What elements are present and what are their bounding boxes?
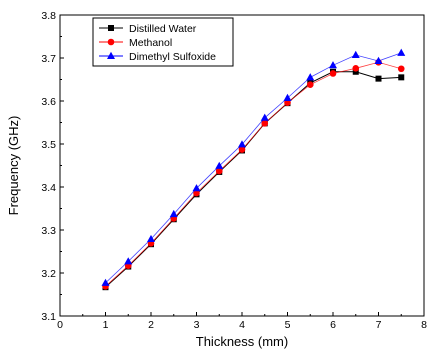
plot-frame: [59, 14, 425, 317]
y-tick-label: 3.2: [41, 268, 56, 280]
data-point: [284, 99, 291, 107]
data-point: [238, 146, 246, 153]
x-tick-label: 4: [239, 319, 245, 331]
series-line: [105, 52, 402, 284]
data-point: [147, 234, 155, 243]
data-point: [169, 209, 178, 218]
y-tick-label: 3.7: [41, 53, 56, 65]
y-tick-label: 3.3: [41, 225, 56, 237]
y-tick-label: 3.8: [41, 10, 56, 22]
legend-items: Distilled Water Methanol Dimethyl Sulfoxid…: [99, 23, 216, 63]
x-tick-label: 3: [194, 319, 200, 331]
data-point: [306, 73, 315, 81]
y-tick-label: 3.5: [41, 139, 56, 151]
x-tick-label: 6: [330, 319, 336, 331]
data-point: [283, 93, 292, 101]
ticks-layer: 0 1 2 3 4 5 6 7 8 3.1 3.2 3.3 3.4 3.5 3.6 3.7 3.8: [41, 10, 427, 331]
y-tick-label: 3.4: [41, 182, 56, 194]
x-tick-label: 2: [148, 319, 154, 331]
data-point: [374, 56, 383, 65]
data-point: [260, 113, 269, 121]
legend-marker: [107, 51, 115, 59]
series-layer: [101, 48, 406, 291]
legend-label: Dimethyl Sulfoxide: [129, 51, 216, 63]
x-tick-label: 1: [103, 319, 109, 331]
series-line: [105, 61, 402, 287]
data-point: [375, 75, 382, 82]
data-point: [398, 74, 405, 81]
legend-marker: [107, 38, 115, 46]
x-tick-label: 0: [57, 319, 63, 331]
data-point: [193, 189, 200, 197]
legend-marker: [108, 25, 114, 31]
y-tick-label: 3.6: [41, 96, 56, 108]
x-tick-label: 5: [285, 319, 291, 331]
y-axis-title: Frequency (GHz): [6, 116, 21, 216]
data-point: [352, 68, 359, 75]
series-line: [105, 71, 402, 288]
y-tick-label: 3.1: [41, 311, 56, 323]
x-tick-label: 8: [421, 319, 427, 331]
legend: Distilled Water Methanol Dimethyl Sulfoxid…: [92, 17, 234, 67]
series-methanol: [102, 59, 405, 290]
data-point: [215, 167, 223, 175]
legend-label: Distilled Water: [129, 23, 197, 35]
data-point: [192, 184, 201, 192]
data-point: [397, 65, 405, 73]
series-distilled-water: [102, 68, 405, 291]
data-point: [101, 278, 110, 286]
data-point: [329, 70, 337, 77]
x-tick-label: 7: [376, 319, 382, 331]
series-dimethyl-sulfoxide: [101, 48, 406, 286]
data-point: [397, 48, 406, 56]
legend-label: Methanol: [129, 37, 172, 49]
data-point: [351, 50, 360, 58]
data-point: [124, 257, 133, 265]
x-axis-title: Thickness (mm): [196, 334, 288, 349]
data-point: [238, 140, 246, 148]
data-point: [306, 81, 314, 88]
data-point: [215, 161, 224, 169]
data-point: [352, 65, 360, 72]
data-point: [329, 61, 337, 69]
data-point: [261, 120, 269, 127]
